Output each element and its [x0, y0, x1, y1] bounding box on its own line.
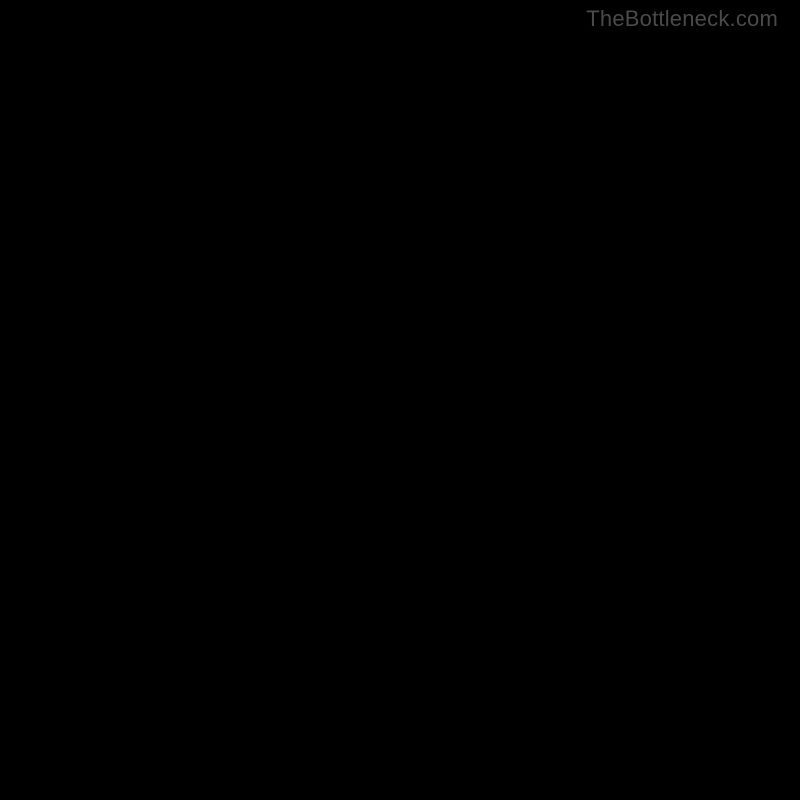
plot-area: [30, 30, 770, 770]
watermark-text: TheBottleneck.com: [586, 6, 778, 32]
chart-container: TheBottleneck.com: [0, 0, 800, 800]
point-marker: [26, 766, 34, 774]
heatmap-canvas: [30, 30, 770, 770]
